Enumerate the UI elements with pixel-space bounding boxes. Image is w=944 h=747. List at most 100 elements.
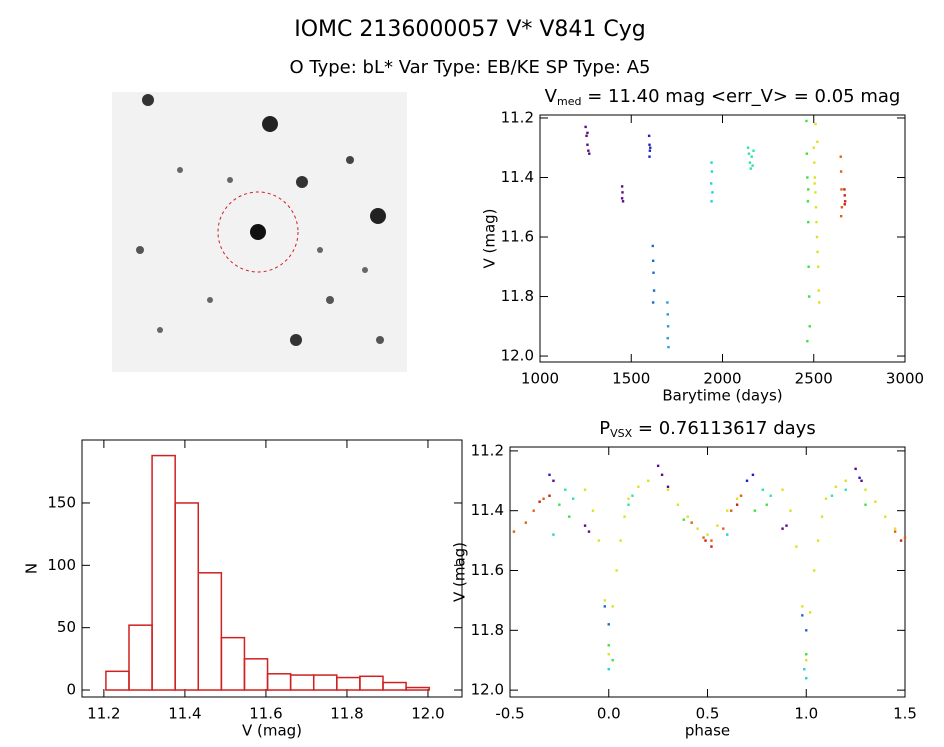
y-tick-label: 11.2 xyxy=(471,441,504,459)
x-tick-label: 11.2 xyxy=(87,705,120,723)
data-point xyxy=(651,244,654,248)
data-point xyxy=(603,599,606,602)
y-tick-label: 11.2 xyxy=(501,108,534,126)
data-point xyxy=(607,623,610,626)
data-point xyxy=(834,485,838,488)
y-axis-label: V (mag) xyxy=(451,542,469,602)
histogram-bar xyxy=(220,636,246,691)
data-point xyxy=(840,206,844,209)
data-point xyxy=(709,182,713,185)
data-point xyxy=(899,539,903,542)
data-point xyxy=(746,146,750,149)
data-point xyxy=(806,200,810,203)
data-point xyxy=(620,185,624,188)
data-point xyxy=(623,515,626,518)
x-tick-label: 11.6 xyxy=(249,705,282,723)
x-tick-label: 11.8 xyxy=(330,705,363,723)
y-tick-label: 12.0 xyxy=(471,681,504,699)
data-point xyxy=(722,527,725,530)
data-point xyxy=(607,644,610,647)
y-tick-label: 11.6 xyxy=(501,228,534,246)
data-point xyxy=(702,536,705,539)
data-point xyxy=(676,503,680,506)
x-tick-label: 12.0 xyxy=(411,705,444,723)
data-point xyxy=(745,479,749,482)
x-tick-label: -0.5 xyxy=(495,705,524,723)
data-point xyxy=(820,515,824,518)
data-point xyxy=(864,488,867,491)
y-tick-label: 100 xyxy=(47,556,76,574)
data-point xyxy=(726,509,729,512)
data-point xyxy=(648,155,651,158)
data-point xyxy=(816,539,820,542)
x-tick-label: 1.0 xyxy=(794,705,818,723)
data-point xyxy=(840,188,843,191)
star-field-image xyxy=(112,92,407,372)
y-tick-label: 11.8 xyxy=(471,621,504,639)
data-point xyxy=(607,667,610,671)
data-point xyxy=(749,167,752,170)
data-point xyxy=(751,473,755,477)
data-point xyxy=(844,488,847,491)
data-point xyxy=(801,605,804,608)
data-point xyxy=(814,206,818,209)
y-tick-label: 11.8 xyxy=(501,287,534,305)
data-point xyxy=(752,149,755,152)
x-tick-label: 1500 xyxy=(612,370,650,388)
data-point xyxy=(651,259,655,263)
data-point xyxy=(710,539,713,542)
data-point xyxy=(647,134,651,138)
data-point xyxy=(631,494,634,497)
plot-frame xyxy=(509,446,906,698)
data-point xyxy=(649,146,652,149)
data-point xyxy=(627,497,630,500)
data-point xyxy=(807,188,810,191)
x-tick-label: 0.5 xyxy=(696,705,720,723)
title-part: = 0.76113617 days xyxy=(632,418,816,439)
data-point xyxy=(814,191,817,194)
histogram-bar xyxy=(128,624,153,691)
data-point xyxy=(789,509,792,512)
data-point xyxy=(858,476,861,480)
data-point xyxy=(726,533,729,536)
data-point xyxy=(805,659,808,662)
data-point xyxy=(753,509,757,512)
y-axis-label: V (mag) xyxy=(481,208,499,268)
data-point xyxy=(801,614,804,617)
data-point xyxy=(666,488,670,491)
data-point xyxy=(814,122,817,126)
data-point xyxy=(652,271,655,274)
data-point xyxy=(739,494,743,497)
data-point xyxy=(588,152,591,155)
data-point xyxy=(666,485,670,488)
data-point xyxy=(816,140,819,143)
y-tick-label: 12.0 xyxy=(501,347,534,365)
data-point xyxy=(607,653,610,656)
x-axis-label: phase xyxy=(685,722,730,740)
data-point xyxy=(781,488,784,491)
data-point xyxy=(532,509,535,512)
data-point xyxy=(552,533,555,536)
data-point xyxy=(586,131,589,135)
data-point xyxy=(667,345,670,349)
title-part: VSX xyxy=(610,427,633,440)
histogram-bar xyxy=(151,454,176,691)
data-point xyxy=(619,539,622,542)
data-point xyxy=(620,197,624,200)
data-point xyxy=(587,530,591,533)
data-point xyxy=(656,464,660,468)
data-point xyxy=(750,155,753,158)
x-tick-label: 1000 xyxy=(521,370,559,388)
data-point xyxy=(652,289,656,292)
data-point xyxy=(735,503,739,506)
data-point xyxy=(660,473,664,477)
data-point xyxy=(586,143,589,146)
data-point xyxy=(548,473,551,477)
data-point xyxy=(615,569,618,572)
data-point xyxy=(874,500,877,503)
data-point xyxy=(843,188,846,191)
x-tick-label: 11.4 xyxy=(168,705,201,723)
data-point xyxy=(860,479,863,482)
data-point xyxy=(583,524,587,527)
data-point xyxy=(710,170,714,173)
